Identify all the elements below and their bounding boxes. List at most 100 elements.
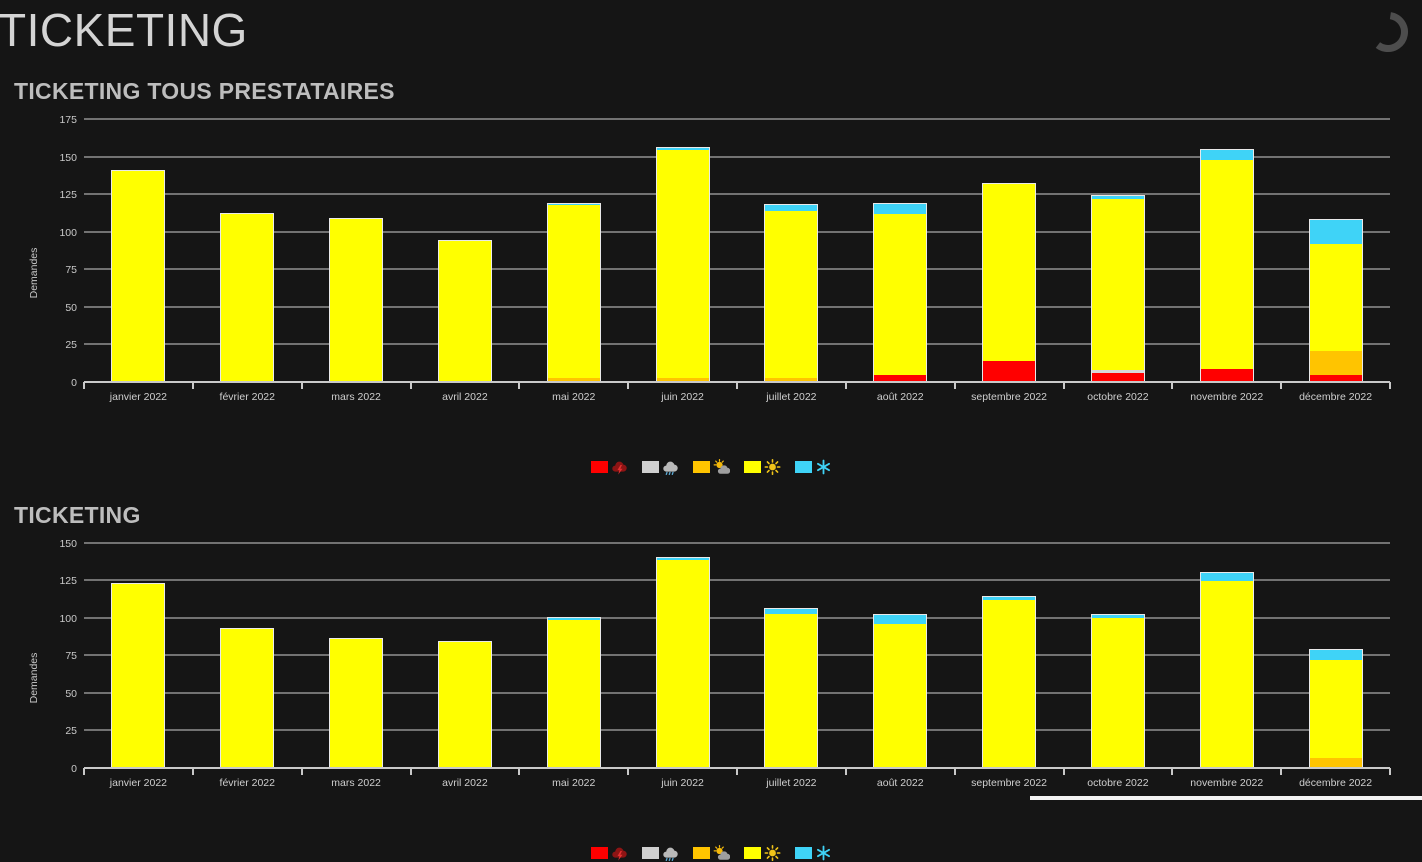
gridline	[84, 616, 1390, 619]
partly-cloudy-icon	[713, 458, 730, 475]
x-tick-label: novembre 2022	[1190, 776, 1264, 789]
bar-segment-snow	[1091, 615, 1144, 618]
bar-segment-snow	[874, 203, 927, 214]
bar-segment-sunny	[112, 170, 165, 381]
legend-item-snow[interactable]	[794, 845, 832, 861]
bar-segment-sunny	[765, 211, 818, 378]
bar-stack[interactable]	[1199, 572, 1254, 768]
snow-icon	[815, 845, 832, 861]
bar-segment-sunny	[765, 613, 818, 767]
chart-title: TICKETING TOUS PRESTATAIRES	[14, 78, 395, 104]
bar-stack[interactable]	[764, 608, 819, 768]
bar-segment-sunny	[330, 639, 383, 767]
legend-item-snow[interactable]	[794, 459, 832, 475]
x-tick-label: décembre 2022	[1299, 390, 1373, 403]
legend-item-sunny[interactable]	[743, 844, 781, 861]
page-header: TICKETING	[0, 0, 1422, 62]
legend-item-rain[interactable]	[641, 845, 679, 861]
bar-stack[interactable]	[220, 627, 275, 768]
x-axis-tick	[1171, 767, 1174, 775]
gridline	[84, 230, 1390, 233]
x-tick-label: juin 2022	[661, 776, 704, 789]
legend-item-thunderstorm[interactable]	[590, 459, 628, 475]
bar-stack[interactable]	[111, 169, 166, 382]
bar-segment-partly-cloudy	[547, 377, 600, 381]
x-axis-tick	[83, 381, 85, 389]
bar-stack[interactable]	[220, 213, 275, 382]
bar-stack[interactable]	[546, 617, 601, 768]
legend-item-thunderstorm[interactable]	[590, 845, 628, 861]
legend-item-partly-cloudy[interactable]	[692, 844, 730, 861]
bar-stack[interactable]	[1090, 614, 1145, 768]
bar-segment-sunny	[112, 583, 165, 767]
gridline	[84, 118, 1390, 120]
x-axis-tick	[1389, 767, 1391, 775]
bar-stack[interactable]	[111, 582, 166, 768]
bar-segment-snow	[1309, 649, 1362, 660]
legend-item-partly-cloudy[interactable]	[692, 458, 730, 475]
bar-stack[interactable]	[1308, 219, 1363, 382]
x-tick-label: janvier 2022	[109, 776, 168, 789]
bar-stack[interactable]	[655, 147, 710, 382]
bar-stack[interactable]	[1090, 195, 1145, 382]
bar-stack[interactable]	[873, 202, 928, 382]
legend-swatch	[692, 460, 710, 473]
loading-spinner-icon	[1368, 12, 1408, 52]
rain-icon	[662, 845, 679, 861]
y-tick-label: 0	[71, 376, 77, 389]
x-axis-tick	[518, 381, 521, 389]
x-tick-label: juin 2022	[661, 390, 704, 403]
x-tick-label: juillet 2022	[766, 390, 817, 403]
rain-icon	[662, 459, 679, 475]
bar-segment-sunny	[983, 184, 1036, 361]
bar-segment-sunny	[221, 628, 274, 767]
bar-segment-sunny	[547, 619, 600, 767]
x-axis-tick	[1280, 381, 1283, 389]
bar-stack[interactable]	[329, 638, 384, 768]
x-tick-label: juillet 2022	[766, 776, 817, 789]
bar-segment-snow	[1309, 220, 1362, 244]
bar-segment-sunny	[656, 149, 709, 378]
bar-segment-thunderstorm	[983, 361, 1036, 381]
x-axis-line	[84, 766, 1390, 769]
x-axis-tick	[1389, 381, 1391, 389]
chart-legend	[0, 844, 1422, 862]
legend-item-sunny[interactable]	[743, 458, 781, 475]
bar-segment-sunny	[1091, 618, 1144, 767]
y-tick-label: 125	[59, 575, 77, 587]
x-axis-tick	[518, 767, 521, 775]
bar-segment-thunderstorm	[1091, 373, 1144, 381]
x-tick-label: avril 2022	[442, 776, 488, 789]
x-axis-tick	[736, 767, 738, 775]
bar-stack[interactable]	[546, 202, 601, 382]
bar-stack[interactable]	[655, 557, 710, 768]
y-axis-label: Demandes	[28, 247, 40, 299]
gridline	[84, 343, 1390, 345]
bar-stack[interactable]	[873, 614, 928, 768]
bar-stack[interactable]	[437, 641, 492, 768]
snow-icon	[815, 459, 832, 475]
x-axis-tick	[627, 767, 630, 775]
x-tick-label: mai 2022	[552, 390, 596, 403]
bar-segment-thunderstorm	[1200, 368, 1253, 381]
bar-segment-snow	[765, 609, 818, 614]
y-axis-label: Demandes	[28, 652, 40, 704]
legend-item-rain[interactable]	[641, 459, 679, 475]
legend-swatch	[641, 460, 659, 473]
bar-segment-snow	[765, 205, 818, 211]
bar-stack[interactable]	[329, 217, 384, 382]
x-axis-tick	[627, 381, 630, 389]
bar-stack[interactable]	[1199, 148, 1254, 382]
x-tick-label: mai 2022	[552, 776, 596, 789]
x-tick-label: février 2022	[219, 390, 275, 403]
bar-stack[interactable]	[437, 240, 492, 382]
bar-stack[interactable]	[1308, 648, 1363, 768]
y-tick-label: 75	[65, 650, 77, 662]
x-tick-label: septembre 2022	[971, 390, 1048, 403]
bar-segment-sunny	[983, 600, 1036, 767]
bar-segment-partly-cloudy	[656, 377, 709, 381]
bar-segment-partly-cloudy	[765, 377, 818, 381]
bar-stack[interactable]	[982, 596, 1037, 768]
bar-stack[interactable]	[982, 183, 1037, 382]
bar-stack[interactable]	[764, 204, 819, 382]
